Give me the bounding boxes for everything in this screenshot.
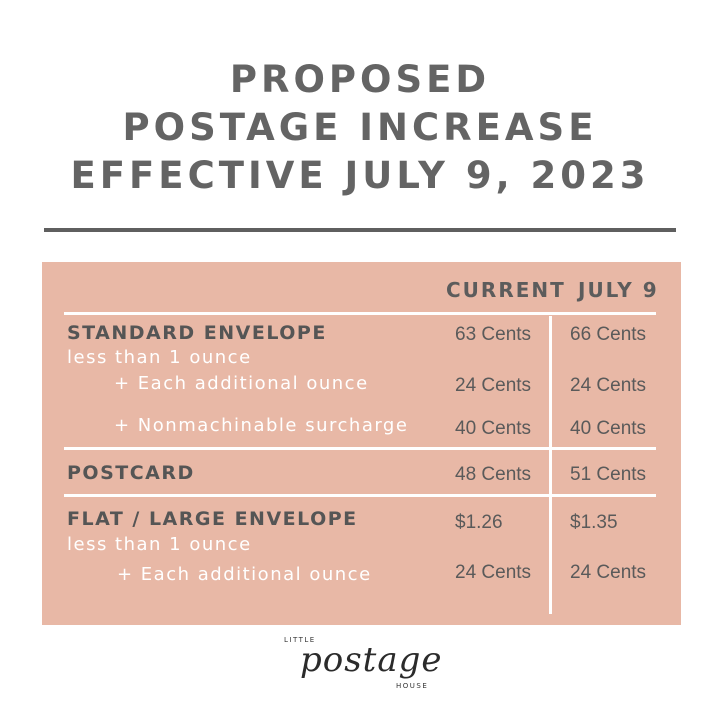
standard-july9: 66 Cents xyxy=(570,324,647,345)
standard-additional-current: 24 Cents xyxy=(455,375,532,396)
title-line-1: PROPOSED xyxy=(229,58,491,101)
standard-additional-label: + Each additional ounce xyxy=(114,373,369,394)
postcard-july9: 51 Cents xyxy=(570,464,647,485)
flat-additional-july9: 24 Cents xyxy=(570,562,647,583)
title-line-2: POSTAGE INCREASE xyxy=(122,106,598,149)
flat-additional-label: + Each additional ounce xyxy=(117,564,372,585)
column-divider xyxy=(549,316,552,614)
flat-envelope-label: FLAT / LARGE ENVELOPE xyxy=(67,508,358,530)
logo-bottom-text: HOUSE xyxy=(396,682,429,690)
postage-rate-table: CURRENT JULY 9 STANDARD ENVELOPE less th… xyxy=(42,262,681,625)
flat-additional-current: 24 Cents xyxy=(455,562,532,583)
flat-current: $1.26 xyxy=(455,512,503,533)
title-line-3: EFFECTIVE JULY 9, 2023 xyxy=(70,154,650,197)
postcard-current: 48 Cents xyxy=(455,464,532,485)
standard-divider xyxy=(64,447,656,450)
flat-july9: $1.35 xyxy=(570,512,618,533)
nonmachinable-current: 40 Cents xyxy=(455,418,532,439)
header-divider xyxy=(64,312,656,315)
logo-script-text: postage xyxy=(300,640,443,680)
standard-current: 63 Cents xyxy=(455,324,532,345)
page-title: PROPOSED POSTAGE INCREASE EFFECTIVE JULY… xyxy=(0,56,720,200)
title-divider xyxy=(44,228,676,232)
standard-envelope-sub: less than 1 ounce xyxy=(67,347,252,368)
standard-additional-july9: 24 Cents xyxy=(570,375,647,396)
standard-envelope-label: STANDARD ENVELOPE xyxy=(67,322,327,344)
header-current: CURRENT xyxy=(446,278,566,302)
postcard-divider xyxy=(64,494,656,497)
header-july9: JULY 9 xyxy=(578,278,659,302)
little-postage-house-logo: LITTLE postage HOUSE xyxy=(0,632,720,692)
postcard-label: POSTCARD xyxy=(67,462,195,484)
flat-envelope-sub: less than 1 ounce xyxy=(67,534,252,555)
nonmachinable-label: + Nonmachinable surcharge xyxy=(114,415,409,436)
logo-top-text: LITTLE xyxy=(284,636,316,644)
nonmachinable-july9: 40 Cents xyxy=(570,418,647,439)
